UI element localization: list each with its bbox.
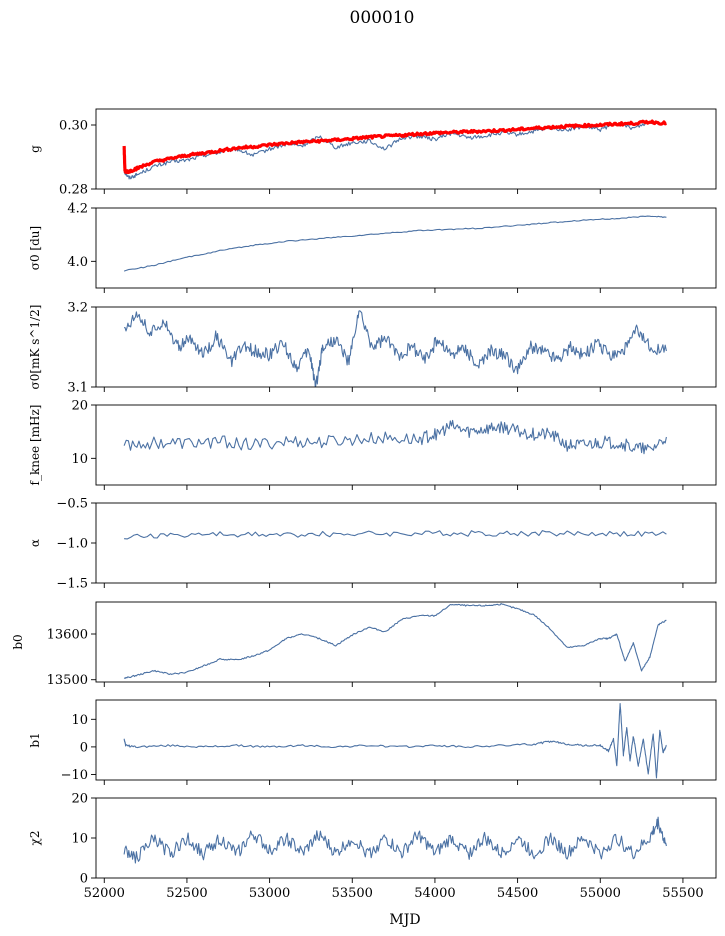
y-tick-label: −10 — [61, 768, 88, 783]
y-tick-label: 13500 — [47, 673, 88, 688]
y-axis-label: b1 — [28, 732, 42, 747]
y-axis-label: σ0 [du] — [28, 226, 42, 270]
y-tick-label: 10 — [71, 832, 88, 847]
y-tick-label: −0.5 — [56, 497, 88, 512]
y-tick-label: −1.0 — [56, 537, 88, 552]
x-tick-label: 52000 — [84, 886, 125, 901]
y-tick-label: 10 — [71, 713, 88, 728]
series-line-1-0 — [123, 215, 667, 272]
panel-frame — [95, 306, 717, 388]
x-tick-label: 55000 — [580, 886, 621, 901]
figure-title: 000010 — [350, 8, 415, 28]
series-line-7-0 — [123, 816, 667, 864]
x-tick-label: 54500 — [497, 886, 538, 901]
y-tick-label: 3.1 — [67, 381, 88, 396]
y-tick-label: 0 — [80, 740, 88, 755]
panel-frame — [95, 502, 717, 584]
y-tick-label: −1.5 — [56, 577, 88, 592]
y-axis-label: χ2 — [28, 831, 42, 846]
y-tick-label: 20 — [71, 792, 88, 807]
y-tick-label: 4.2 — [67, 202, 88, 217]
panel-frame — [95, 699, 717, 781]
series-line-3-0 — [123, 419, 667, 455]
panel-2: 3.1 3.2 σ0[mK s^1/2] — [28, 301, 717, 396]
y-tick-label: 20 — [71, 399, 88, 414]
panel-0: 0.28 0.30 g — [28, 108, 717, 198]
panel-frame — [95, 601, 717, 683]
series-line-5-0 — [123, 603, 667, 679]
panel-frame — [95, 207, 717, 289]
panel-1: 4.0 4.2 σ0 [du] — [28, 202, 717, 293]
y-tick-label: 0 — [80, 872, 88, 887]
panel-4: −1.5 −1.0 −0.5 α — [28, 497, 717, 592]
y-tick-label: 13600 — [47, 628, 88, 643]
series-line-2-0 — [124, 310, 667, 387]
y-tick-label: 4.0 — [67, 255, 88, 270]
y-tick-label: 0.28 — [59, 183, 88, 198]
series-line-0-1 — [122, 119, 667, 175]
panel-6: −10 0 10 b1 — [28, 699, 717, 785]
panels-group: 0.28 0.30 g 4.0 4.2 σ0 [du] 3.1 3.2 σ0[mK s^1/2]… — [11, 108, 717, 901]
x-tick-label: 53500 — [332, 886, 373, 901]
y-tick-label: 0.30 — [59, 119, 88, 134]
panel-frame — [95, 108, 717, 190]
x-tick-label: 52500 — [166, 886, 207, 901]
series-line-4-0 — [124, 530, 667, 540]
y-axis-label: g — [28, 145, 42, 153]
x-tick-label: 55500 — [662, 886, 703, 901]
x-axis-label: MJD — [389, 912, 420, 928]
panel-5: 13500 13600 b0 — [11, 601, 717, 688]
y-tick-label: 3.2 — [67, 301, 88, 316]
y-tick-label: 10 — [71, 452, 88, 467]
panel-3: 10 20 f_knee [mHz] — [28, 399, 717, 490]
panel-frame — [95, 404, 717, 486]
y-axis-label: σ0[mK s^1/2] — [28, 305, 42, 390]
panel-7: 52000 52500 53000 53500 54000 54500 55000 55500… — [28, 792, 717, 901]
series-line-0-0 — [123, 121, 667, 180]
x-tick-label: 53000 — [249, 886, 290, 901]
series-line-6-0 — [123, 703, 667, 779]
y-axis-label: f_knee [mHz] — [28, 405, 42, 486]
x-tick-label: 54000 — [414, 886, 455, 901]
y-axis-label: α — [28, 539, 42, 547]
y-axis-label: b0 — [11, 634, 25, 649]
